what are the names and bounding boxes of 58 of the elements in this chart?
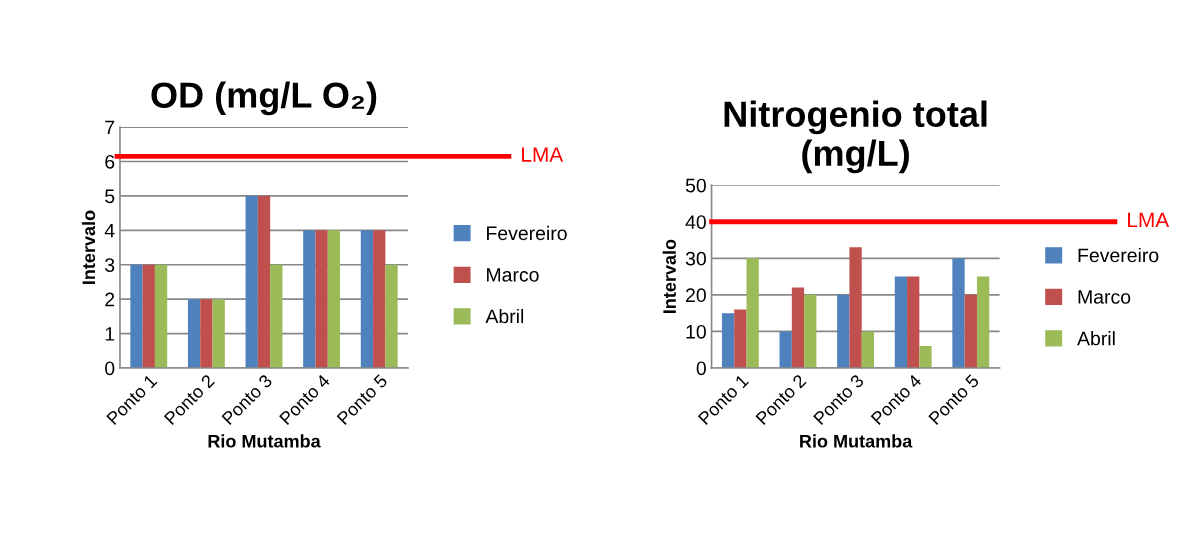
y-axis-title: Intervalo (81, 210, 96, 284)
y-tick-label: 10 (686, 324, 706, 339)
bar (861, 331, 875, 368)
bar (315, 230, 328, 368)
legend-label: Abril (1077, 331, 1115, 346)
bar (721, 313, 735, 368)
y-tick-label: 1 (105, 327, 115, 341)
bar (734, 309, 747, 368)
legend-label: Abril (485, 308, 524, 324)
chart-title: Nitrogenio total (mg/L) (724, 100, 987, 174)
bar (245, 195, 258, 368)
bar (919, 346, 932, 368)
bar (779, 331, 792, 368)
bar (303, 230, 316, 368)
x-axis-title: Rio Mutamba (800, 434, 913, 448)
y-tick-label: 3 (105, 258, 115, 272)
bar (142, 264, 155, 368)
y-tick-label: 0 (696, 361, 706, 376)
bar (360, 230, 374, 368)
bar (200, 299, 213, 368)
y-tick-label: 4 (104, 223, 115, 238)
bar (154, 264, 168, 368)
y-tick-label: 5 (105, 189, 115, 204)
bar (130, 264, 143, 368)
legend-label: Marco (1078, 290, 1131, 304)
y-tick-label: 0 (105, 361, 115, 376)
y-tick-label: 7 (105, 120, 115, 135)
y-axis-title: Intervalo (662, 239, 676, 313)
bar (327, 230, 341, 368)
bar (964, 294, 977, 368)
y-tick-label: 2 (105, 292, 115, 307)
y-tick-label: 40 (685, 215, 706, 229)
bar (270, 264, 283, 368)
chart-title: OD (mg/L O₂) (151, 81, 377, 116)
bar (373, 230, 386, 368)
x-axis-title: Rio Mutamba (208, 434, 321, 448)
bar (804, 294, 817, 368)
y-tick-label: 50 (685, 178, 706, 193)
bar (187, 299, 201, 368)
bar (746, 258, 759, 368)
ref-line-label: LMA (1128, 212, 1170, 228)
bar (212, 299, 225, 368)
bar (976, 276, 990, 368)
y-tick-label: 6 (105, 154, 115, 169)
bar (952, 258, 965, 368)
legend-label: Marco (487, 268, 539, 282)
y-tick-label: 20 (686, 288, 706, 303)
bar (385, 264, 398, 368)
legend-label: Fevereiro (1078, 247, 1159, 263)
bar (791, 287, 805, 368)
bar (907, 276, 920, 368)
y-tick-label: 30 (685, 251, 706, 266)
ref-line-label: LMA (522, 147, 564, 162)
bar (894, 276, 908, 368)
bar (837, 294, 850, 368)
legend-label: Fevereiro (487, 225, 567, 241)
bar (849, 247, 862, 368)
bar (257, 195, 271, 368)
